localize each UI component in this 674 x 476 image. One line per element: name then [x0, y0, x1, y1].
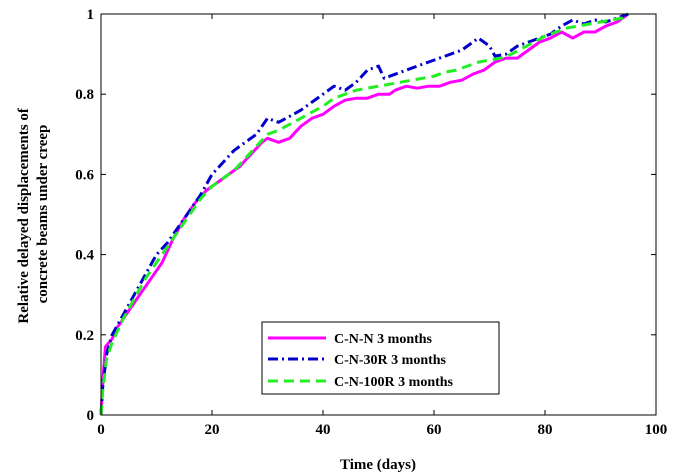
legend-label-c-n-100r: C-N-100R 3 months	[334, 375, 454, 390]
y-tick-label: 0.6	[75, 167, 94, 183]
y-tick-label: 0	[87, 408, 95, 424]
series-layer	[99, 12, 630, 416]
y-axis-label-line-1: Relative delayed displacements of	[16, 107, 32, 323]
series-line-2	[99, 12, 630, 416]
x-tick-label: 80	[538, 422, 553, 438]
y-tick-label: 1	[87, 7, 95, 23]
plot-frame	[100, 13, 657, 416]
x-tick-label: 0	[97, 422, 105, 438]
series-line-0	[99, 12, 630, 416]
x-tick-label: 60	[427, 422, 442, 438]
x-tick-label: 40	[316, 422, 331, 438]
series-line-1	[99, 12, 629, 416]
legend-label-c-n-30r: C-N-30R 3 months	[334, 353, 447, 368]
y-tick-label: 0.8	[75, 87, 94, 103]
legend: C-N-N 3 months C-N-30R 3 months C-N-100R…	[261, 321, 500, 395]
x-tick-label: 100	[645, 422, 668, 438]
x-tick-label: 20	[205, 422, 220, 438]
y-axis-label-line-2: concrete beams under creep	[35, 125, 51, 304]
y-tick-label: 0.2	[75, 328, 94, 344]
x-axis-label: Time (days)	[340, 457, 416, 473]
y-tick-label: 0.4	[75, 248, 94, 264]
legend-label-c-n-n: C-N-N 3 months	[334, 332, 433, 347]
y-axis-label: Relative delayed displacements of concre…	[16, 104, 51, 323]
tick-layer: 0 20 40 60 80 100 0 0.2 0.4 0.6 0.8 1	[75, 7, 667, 438]
